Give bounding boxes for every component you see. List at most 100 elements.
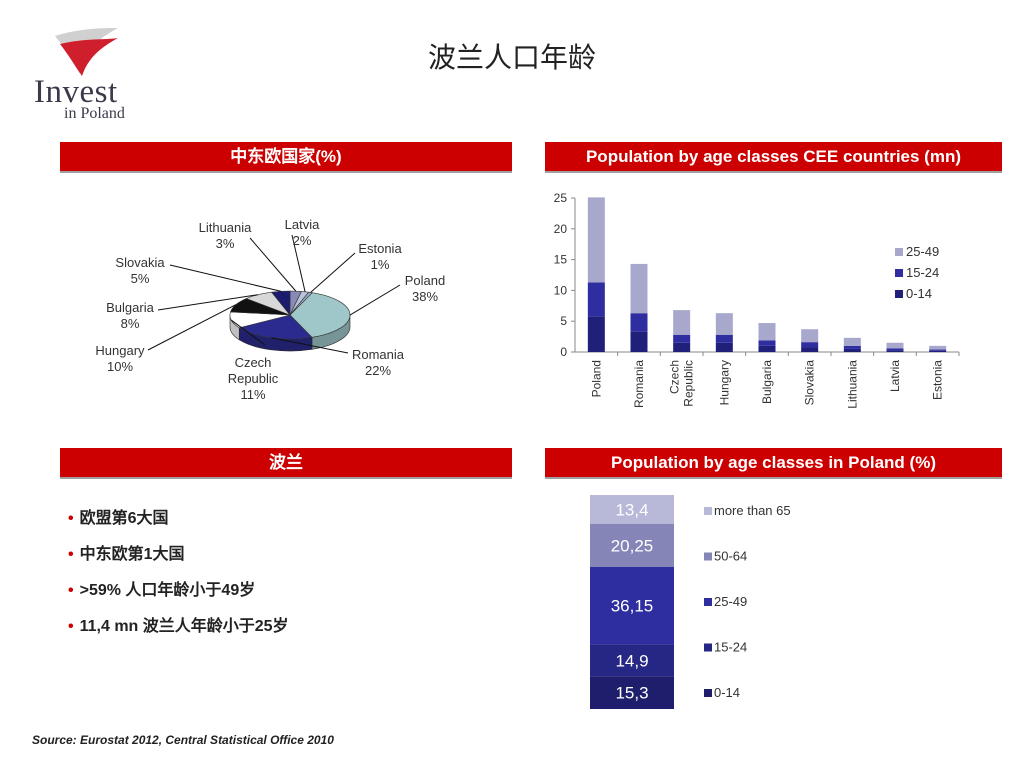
legend-swatch xyxy=(895,269,903,277)
pie-leader-line xyxy=(231,319,266,346)
pie-value-label: 8% xyxy=(121,316,140,331)
bar-segment xyxy=(630,313,648,332)
legend-swatch xyxy=(704,643,712,652)
stack-segment xyxy=(590,676,674,709)
x-tick-label: Latvia xyxy=(888,360,902,392)
pie-label: Slovakia xyxy=(115,255,165,270)
pie-label: Hungary xyxy=(95,343,145,358)
poland-population-header: Population by age classes in Poland (%) xyxy=(545,448,1002,479)
bullet-dot: • xyxy=(68,618,74,635)
source-note: Source: Eurostat 2012, Central Statistic… xyxy=(32,733,334,747)
pie-value-label: 10% xyxy=(107,359,133,374)
stack-value-label: 13,4 xyxy=(615,500,648,519)
x-tick-label: Hungary xyxy=(717,360,731,405)
pie-label: Czech xyxy=(235,355,272,370)
y-tick-label: 15 xyxy=(554,253,568,267)
stack-value-label: 14,9 xyxy=(615,651,648,670)
cee-population-header: Population by age classes CEE countries … xyxy=(545,142,1002,173)
bar-segment xyxy=(673,334,691,343)
pie-label: Lithuania xyxy=(199,220,253,235)
bar-segment xyxy=(758,323,776,341)
cee-population-bar-chart: 0 5 10 15 20 25 Poland Romania Czech Republic Hung… xyxy=(554,191,960,409)
pie-value-label: 22% xyxy=(365,363,391,378)
bar-segment xyxy=(801,342,819,348)
bar-segment xyxy=(587,197,605,283)
stack-value-label: 15,3 xyxy=(615,684,648,703)
pie-value-label: 11% xyxy=(240,387,265,402)
pie-slice xyxy=(289,292,351,338)
poland-facts-list: • 欧盟第6大国 • 中东欧第1大国 • >59% 人口年龄小于49岁 • 11,4 m… xyxy=(68,506,289,650)
pie-leader-line xyxy=(169,264,281,292)
bar-segment xyxy=(630,263,648,314)
poland-population-stack-chart: 15,3 14,9 36,15 20,25 13,4 more than 65 50-64… xyxy=(590,495,791,709)
pie-leader-line xyxy=(291,234,306,292)
legend-swatch xyxy=(704,689,712,697)
invest-in-poland-logo xyxy=(55,28,118,76)
pie-label: Poland xyxy=(405,273,445,288)
fact-text: 中东欧第1大国 xyxy=(79,546,185,563)
fact-item: • 欧盟第6大国 xyxy=(68,506,289,542)
x-tick-label: Slovakia xyxy=(803,360,817,406)
pie-leader-line xyxy=(349,284,401,316)
x-tick-label: Romania xyxy=(632,360,646,408)
fact-item: • 11,4 mn 波兰人年龄小于25岁 xyxy=(68,614,289,650)
fact-text: 11,4 mn 波兰人年龄小于25岁 xyxy=(79,618,289,635)
legend-label: more than 65 xyxy=(714,503,791,518)
bar-segment xyxy=(843,337,861,346)
bullet-dot: • xyxy=(68,582,74,599)
logo-word: Invest xyxy=(34,74,118,110)
x-tick-label: Estonia xyxy=(931,360,945,400)
stack-segment xyxy=(590,495,674,524)
pie-label: Latvia xyxy=(285,217,320,232)
x-tick-label: Republic xyxy=(682,360,696,407)
pie-value-label: 38% xyxy=(412,289,438,304)
pie-leader-line xyxy=(310,252,356,293)
pie-leader-line xyxy=(249,237,297,292)
x-tick-label: Czech xyxy=(668,360,682,394)
legend-label: 15-24 xyxy=(714,640,747,655)
bar-segment xyxy=(715,342,733,352)
fact-item: • >59% 人口年龄小于49岁 xyxy=(68,578,289,614)
fact-text: 欧盟第6大国 xyxy=(79,510,169,527)
bar-segment xyxy=(587,316,605,352)
bar-segment xyxy=(843,345,861,349)
y-tick-label: 0 xyxy=(560,345,567,359)
bar-segment xyxy=(801,329,819,343)
x-tick-label: Lithuania xyxy=(845,360,859,409)
bar-segment xyxy=(758,345,776,352)
legend-swatch xyxy=(704,552,712,561)
bar-segment xyxy=(929,345,947,350)
legend-swatch xyxy=(704,507,712,515)
stack-segment xyxy=(590,644,674,677)
pie-label: Estonia xyxy=(358,241,402,256)
bar-segment xyxy=(929,350,947,352)
poland-header: 波兰 xyxy=(60,448,512,479)
legend-swatch xyxy=(895,290,903,298)
stack-value-label: 20,25 xyxy=(611,536,654,555)
bar-segment xyxy=(587,282,605,317)
y-tick-label: 20 xyxy=(554,222,568,236)
stack-segment xyxy=(590,523,674,568)
y-tick-label: 25 xyxy=(554,191,568,205)
pie-value-label: 2% xyxy=(293,233,312,248)
bar-segment xyxy=(715,313,733,335)
x-tick-label: Bulgaria xyxy=(760,360,774,404)
bar-segment xyxy=(673,310,691,335)
page-title: 波兰人口年龄 xyxy=(427,42,596,73)
bar-segment xyxy=(630,331,648,352)
bar-segment xyxy=(715,334,733,343)
legend-swatch xyxy=(895,248,903,256)
pie-leader-line xyxy=(157,294,259,311)
pie-value-label: 1% xyxy=(371,257,390,272)
bullet-dot: • xyxy=(68,546,74,563)
bar-segment xyxy=(843,348,861,352)
legend-label: 25-49 xyxy=(714,594,747,609)
bar-segment xyxy=(758,340,776,346)
logo-subtitle: in Poland xyxy=(64,105,125,122)
pie-label: Republic xyxy=(228,371,279,386)
stack-value-label: 36,15 xyxy=(611,597,654,616)
fact-text: >59% 人口年龄小于49岁 xyxy=(79,582,256,599)
bar-segment xyxy=(929,349,947,351)
pie-leader-line xyxy=(271,337,349,354)
